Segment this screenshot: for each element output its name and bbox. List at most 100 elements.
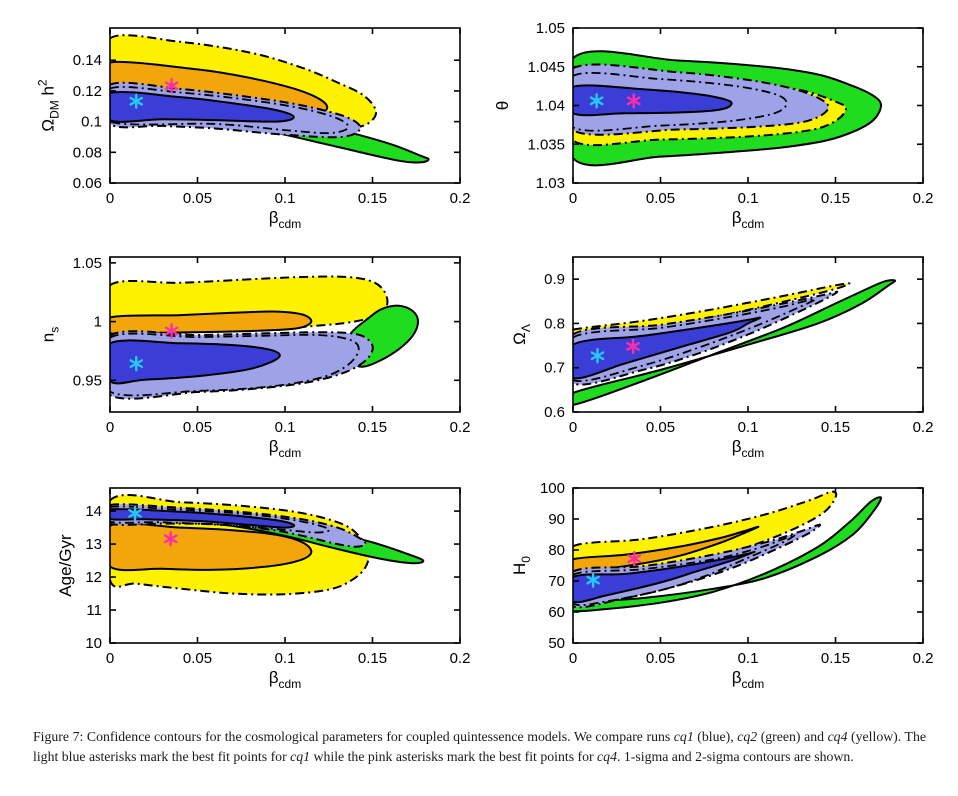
y-axis-label: ΩDM h2: [36, 79, 62, 132]
y-axis-label: ns: [39, 327, 62, 342]
hidden-contour-line: [110, 505, 331, 534]
subplot-n-s: 0 0.05 0.1 0.15 0.2 0.95 1 1.05 βcdm ns: [39, 255, 471, 460]
caption-run-name: cq1: [673, 729, 694, 744]
figure-part: [110, 34, 430, 164]
caption-run-name: cq4: [827, 729, 848, 744]
best-fit-cq4-marker: [627, 550, 642, 567]
x-tick-label: 0.1: [275, 419, 296, 436]
figure-part: cdm: [279, 446, 302, 460]
x-axis-label: βcdm: [269, 668, 301, 691]
contour-cq4-1sigma: [110, 522, 313, 572]
figure-part: Ω: [39, 119, 58, 132]
y-tick-label: 0.9: [544, 271, 565, 288]
hidden-contour-line: [110, 332, 360, 397]
y-tick-label: 0.95: [73, 372, 102, 389]
figure-part: cdm: [742, 446, 765, 460]
x-axis-label: βcdm: [732, 437, 764, 460]
y-tick-label: 1.045: [527, 59, 565, 76]
figure-part: cdm: [742, 217, 765, 231]
axis-ticks: [109, 488, 461, 644]
figure-part: [128, 508, 142, 518]
figure-part: [586, 575, 600, 585]
figure-part: [164, 326, 179, 336]
figure-part: β: [269, 437, 279, 456]
x-tick-label: 0.2: [450, 419, 471, 436]
y-tick-label: 10: [85, 635, 102, 652]
best-fit-cq4-marker: [164, 78, 179, 94]
x-axis-label: βcdm: [269, 437, 301, 460]
contour-cq2-2sigma: [573, 496, 882, 613]
best-fit-cq4-marker: [626, 338, 640, 355]
x-tick-label: 0: [106, 190, 114, 207]
x-tick-label: 0.1: [738, 419, 759, 436]
figure-part: [164, 81, 179, 91]
hidden-contour-line: [573, 533, 797, 607]
figure-part: Ω: [510, 332, 529, 345]
figure-part: H: [510, 563, 529, 575]
figure-part: [573, 490, 882, 613]
figure-caption: Figure 7: Confidence contours for the co…: [33, 727, 926, 767]
figure-part: [626, 96, 641, 106]
caption-run-name: cq4: [597, 748, 617, 764]
figure-canvas: 0 0.05 0.1 0.15 0.20.060.080.10.120.14βcdmΩD…: [36, 20, 934, 691]
axis-ticks: [572, 257, 924, 413]
y-tick-label: 0.1: [81, 114, 102, 131]
x-tick-label: 0.15: [821, 650, 850, 667]
figure-part: cdm: [279, 677, 302, 691]
caption-text: (green) and: [757, 729, 828, 744]
figure-part: cdm: [279, 217, 302, 231]
caption-text: Figure 7: Confidence contours for the co…: [33, 729, 674, 744]
x-tick-label: 0.2: [913, 650, 934, 667]
contour-cq1-1sigma: [573, 84, 733, 117]
figure-part: [626, 342, 640, 351]
contour-cq1-1sigma: [110, 508, 296, 529]
y-tick-label: 100: [540, 480, 565, 497]
figure-part: θ: [493, 101, 512, 110]
figure-part: β: [732, 208, 742, 227]
best-fit-cq1-marker: [129, 93, 144, 109]
y-tick-label: 50: [548, 635, 565, 652]
figure-part: [110, 275, 419, 400]
y-tick-label: 1.05: [536, 20, 565, 37]
x-tick-label: 0.05: [646, 190, 675, 207]
x-tick-label: 0.2: [913, 419, 934, 436]
x-tick-label: 0.1: [738, 190, 759, 207]
y-tick-label: 0.7: [544, 360, 565, 377]
x-tick-label: 0.15: [821, 419, 850, 436]
figure-part: [129, 96, 144, 106]
y-tick-label: 0.12: [73, 83, 102, 100]
subplot-age-gyr: 0 0.05 0.1 0.15 0.2 10 11 12 13 14 βcdm Age/Gyr: [56, 487, 470, 691]
y-axis-label: H0: [510, 556, 533, 575]
y-tick-label: 0.6: [544, 404, 565, 421]
contour-cq4-1sigma: [573, 525, 760, 573]
x-axis-label: βcdm: [732, 208, 764, 231]
x-tick-label: 0.15: [358, 650, 387, 667]
best-fit-cq1-marker: [586, 572, 600, 588]
y-tick-label: 70: [548, 573, 565, 590]
y-axis-label: Age/Gyr: [56, 534, 75, 597]
y-tick-label: 0.06: [73, 175, 102, 192]
figure-part: β: [732, 668, 742, 687]
x-tick-label: 0.1: [275, 650, 296, 667]
x-axis-label: βcdm: [269, 208, 301, 231]
x-tick-label: 0.15: [358, 419, 387, 436]
y-tick-label: 14: [85, 503, 102, 520]
contour-cq1-1sigma: [110, 339, 281, 385]
hidden-contour-line: [573, 71, 788, 132]
best-fit-cq4-marker: [164, 323, 179, 339]
x-tick-label: 0.2: [913, 190, 934, 207]
x-tick-label: 0: [106, 650, 114, 667]
axis-ticks: [109, 28, 461, 184]
caption-run-name: cq2: [737, 729, 758, 744]
y-axis-label: ΩΛ: [510, 324, 533, 345]
axis-ticks: [572, 487, 924, 644]
figure-part: cdm: [742, 677, 765, 691]
subplot-omega-dm-h2: 0 0.05 0.1 0.15 0.2 0.06 0.08 0.1 0.12 0.14 βcdm ΩD…: [36, 27, 470, 231]
figure-part: [589, 96, 604, 106]
x-tick-label: 0.1: [738, 650, 759, 667]
x-axis-label: βcdm: [732, 668, 764, 691]
y-tick-label: 1.04: [536, 98, 565, 115]
best-fit-cq4-marker: [626, 93, 641, 109]
